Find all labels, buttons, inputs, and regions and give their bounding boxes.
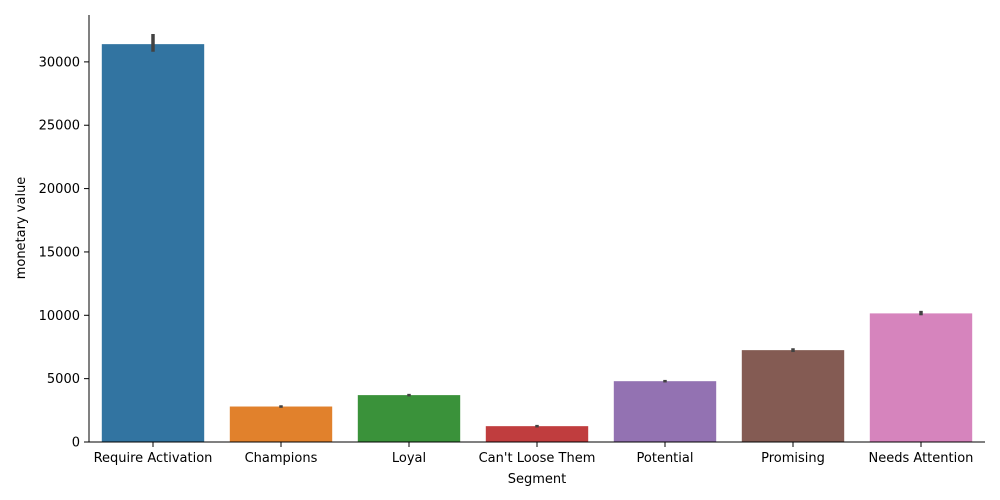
bar-4 [613,381,717,442]
bar-6 [869,313,973,442]
x-tick-label-3: Can't Loose Them [479,451,596,466]
bars-layer [101,44,973,443]
x-axis-label: Segment [508,472,567,487]
y-tick-label-5: 25000 [39,119,80,134]
x-tick-label-0: Require Activation [94,451,213,466]
bar-2 [357,395,461,442]
y-tick-label-4: 20000 [39,182,80,197]
y-ticks: 0 5000 10000 15000 20000 25000 30000 [39,55,89,451]
bar-1 [229,406,333,442]
x-ticks: Require Activation Champions Loyal Can't Lo… [94,442,974,466]
x-tick-label-4: Potential [637,451,694,466]
y-tick-label-1: 5000 [47,372,80,387]
bar-5 [741,350,845,442]
y-tick-label-2: 10000 [39,309,80,324]
x-tick-label-1: Champions [245,451,318,466]
bar-3 [485,426,589,442]
x-tick-label-2: Loyal [392,451,426,466]
x-tick-label-5: Promising [761,451,825,466]
y-tick-label-0: 0 [72,436,80,451]
y-tick-label-6: 30000 [39,55,80,70]
y-axis-label: monetary value [14,177,29,280]
error-bars-layer [151,34,923,428]
axes-layer [88,15,985,443]
y-tick-label-3: 15000 [39,245,80,260]
x-tick-label-6: Needs Attention [869,451,974,466]
bar-0 [101,44,205,443]
